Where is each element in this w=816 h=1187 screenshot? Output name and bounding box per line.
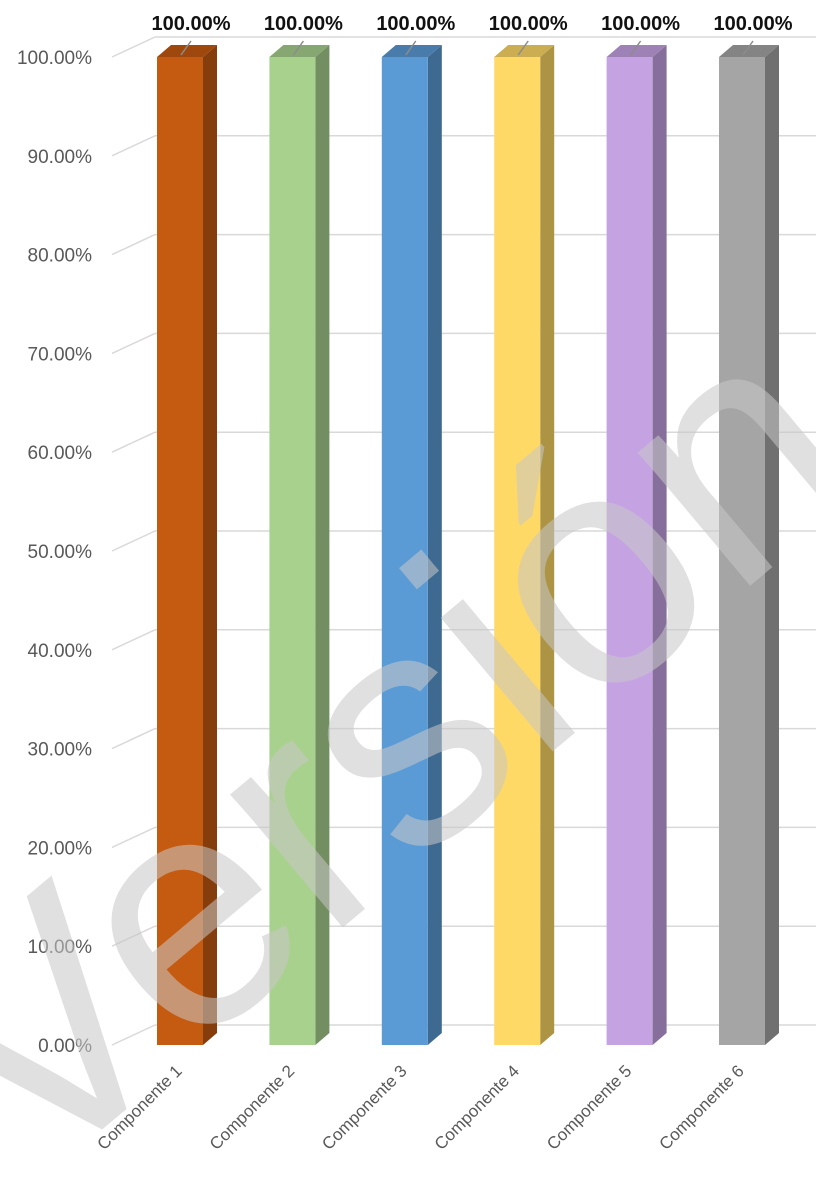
y-tick-label: 70.00% bbox=[28, 344, 93, 365]
data-label-leader bbox=[405, 40, 417, 56]
y-tick-label: 50.00% bbox=[28, 542, 93, 563]
bar-4 bbox=[494, 45, 555, 1045]
bar-side bbox=[540, 45, 555, 1045]
data-label-leader bbox=[292, 40, 305, 56]
bar-2 bbox=[269, 45, 330, 1045]
y-tick-label: 0.00% bbox=[38, 1036, 92, 1057]
data-label: 100.00% bbox=[601, 13, 680, 35]
gridline-side bbox=[111, 332, 156, 355]
bar-front bbox=[606, 57, 653, 1045]
x-category-label: Componente 3 bbox=[318, 1061, 410, 1153]
x-category-label: Componente 5 bbox=[543, 1061, 635, 1153]
gridlines bbox=[111, 36, 816, 1046]
gridline-side bbox=[111, 629, 156, 651]
bar-front bbox=[381, 57, 428, 1045]
bar-top bbox=[494, 45, 555, 57]
y-tick-label: 60.00% bbox=[28, 443, 93, 464]
bar-side bbox=[203, 45, 217, 1045]
data-label-leader bbox=[742, 40, 754, 56]
bar-front bbox=[269, 57, 316, 1045]
bar-top bbox=[269, 45, 330, 57]
data-label-leader bbox=[180, 40, 192, 56]
x-category-label: Componente 4 bbox=[431, 1061, 523, 1153]
bar-top bbox=[157, 45, 217, 57]
gridline-side bbox=[111, 233, 156, 256]
bar-side bbox=[427, 45, 442, 1045]
data-label-leader bbox=[517, 40, 529, 56]
bar-6 bbox=[719, 45, 779, 1045]
y-tick-label: 20.00% bbox=[28, 838, 93, 859]
gridline-side bbox=[111, 826, 156, 849]
bar-1 bbox=[157, 45, 217, 1045]
bar-top bbox=[719, 45, 779, 57]
bar-top bbox=[606, 45, 667, 57]
bar-side bbox=[652, 45, 667, 1045]
x-category-label: Componente 6 bbox=[656, 1061, 748, 1153]
data-label: 100.00% bbox=[152, 13, 231, 35]
data-label-leader bbox=[629, 40, 642, 56]
gridline-side bbox=[111, 431, 156, 453]
data-label: 100.00% bbox=[264, 13, 343, 35]
y-tick-label: 80.00% bbox=[28, 246, 93, 267]
gridline-side bbox=[111, 1024, 156, 1046]
y-tick-label: 40.00% bbox=[28, 641, 93, 662]
bar-top bbox=[381, 45, 442, 57]
gridline-side bbox=[111, 530, 156, 552]
y-tick-label: 30.00% bbox=[28, 740, 93, 761]
data-labels: 100.00% 100.00% 100.00% 100.00% 100.00% 100.0… bbox=[152, 13, 793, 56]
y-tick-label: 10.00% bbox=[28, 937, 93, 958]
y-tick-label: 90.00% bbox=[28, 147, 93, 168]
gridline-side bbox=[111, 135, 156, 157]
gridline-side bbox=[111, 925, 156, 947]
gridline-side bbox=[111, 36, 156, 58]
y-tick-label: 100.00% bbox=[17, 48, 92, 69]
bar-side bbox=[765, 45, 779, 1045]
bar-front bbox=[494, 57, 541, 1045]
bar-front bbox=[719, 57, 765, 1045]
data-label: 100.00% bbox=[489, 13, 568, 35]
gridline-side bbox=[111, 727, 156, 750]
bar-front bbox=[157, 57, 203, 1045]
bar-5 bbox=[606, 45, 667, 1045]
y-axis-ticks: 0.00% 10.00% 20.00% 30.00% 40.00% 50.00% 60.00… bbox=[17, 48, 92, 1057]
data-label: 100.00% bbox=[376, 13, 455, 35]
bars bbox=[157, 45, 779, 1045]
bar-3 bbox=[381, 45, 442, 1045]
data-label: 100.00% bbox=[714, 13, 793, 35]
bar-side bbox=[315, 45, 330, 1045]
